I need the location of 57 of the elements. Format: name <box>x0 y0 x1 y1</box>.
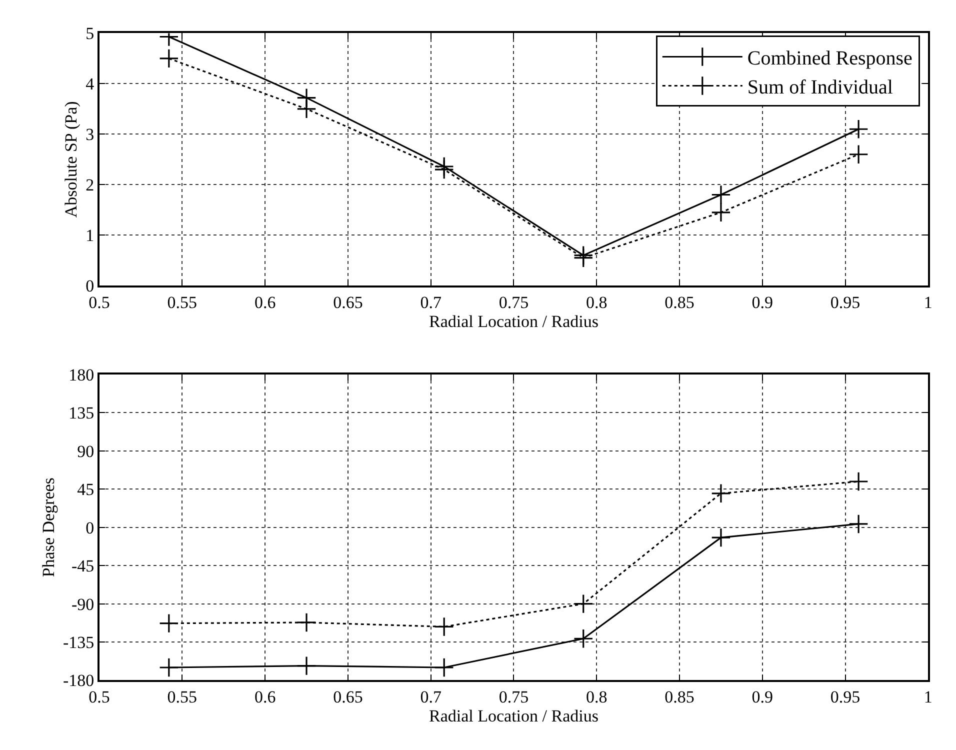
y-tick-label: -45 <box>71 556 94 576</box>
x-tick-label: 0.7 <box>420 687 442 706</box>
y-tick-label: -90 <box>71 594 94 614</box>
y-tick-label: 5 <box>86 24 94 44</box>
point <box>573 594 594 614</box>
point <box>848 119 868 140</box>
point <box>573 628 594 649</box>
point <box>434 616 454 637</box>
point <box>848 514 868 534</box>
x-axis-title: Radial Location / Radius <box>428 312 598 331</box>
legend-label: Combined Response <box>747 48 913 70</box>
y-tick-label: 3 <box>86 125 94 144</box>
x-tick-label: 0.55 <box>167 687 198 706</box>
y-tick-label: 180 <box>68 365 94 384</box>
point <box>296 656 316 676</box>
x-tick-label: 0.65 <box>333 687 363 706</box>
point <box>711 184 731 205</box>
y-tick-label: 135 <box>68 404 94 423</box>
point <box>848 144 868 164</box>
x-tick-label: 0.75 <box>498 687 529 706</box>
y-axis-title: Absolute SP (Pa) <box>62 101 81 218</box>
x-axis-title: Radial Location / Radius <box>428 706 598 726</box>
point <box>296 612 316 632</box>
x-tick-label: 0.6 <box>254 292 276 312</box>
y-tick-label: 1 <box>86 226 94 246</box>
y-tick-label: 4 <box>86 74 95 94</box>
point <box>711 202 731 222</box>
point <box>711 528 731 548</box>
point <box>848 472 868 492</box>
x-tick-label: 0.55 <box>167 292 198 312</box>
x-tick-label: 0.6 <box>254 687 276 706</box>
y-tick-label: 45 <box>77 480 94 500</box>
legend-label: Sum of Individual <box>747 76 894 99</box>
x-tick-label: 0.8 <box>586 687 608 706</box>
point <box>434 658 454 678</box>
x-tick-label: 0.75 <box>498 292 529 312</box>
x-tick-label: 0.7 <box>420 292 442 312</box>
x-tick-label: 1 <box>924 292 932 312</box>
x-tick-label: 0.9 <box>752 687 774 706</box>
y-tick-label: 90 <box>77 442 94 461</box>
point <box>159 658 179 678</box>
x-tick-label: 0.8 <box>586 292 608 312</box>
point <box>711 484 731 504</box>
x-tick-label: 0.95 <box>830 687 860 706</box>
point <box>159 48 179 68</box>
x-tick-label: 0.65 <box>333 292 363 312</box>
x-tick-label: 0.95 <box>830 292 860 312</box>
y-tick-label: 0 <box>86 518 94 538</box>
point <box>159 613 179 634</box>
x-tick-label: 0.85 <box>664 687 694 706</box>
x-tick-label: 0.9 <box>752 292 774 312</box>
y-tick-label: -135 <box>62 632 94 652</box>
x-tick-label: 0.85 <box>664 292 694 312</box>
point <box>296 99 316 119</box>
x-tick-label: 1 <box>924 687 932 706</box>
y-tick-label: 2 <box>86 176 94 195</box>
y-axis-title: Phase Degrees <box>39 478 58 578</box>
